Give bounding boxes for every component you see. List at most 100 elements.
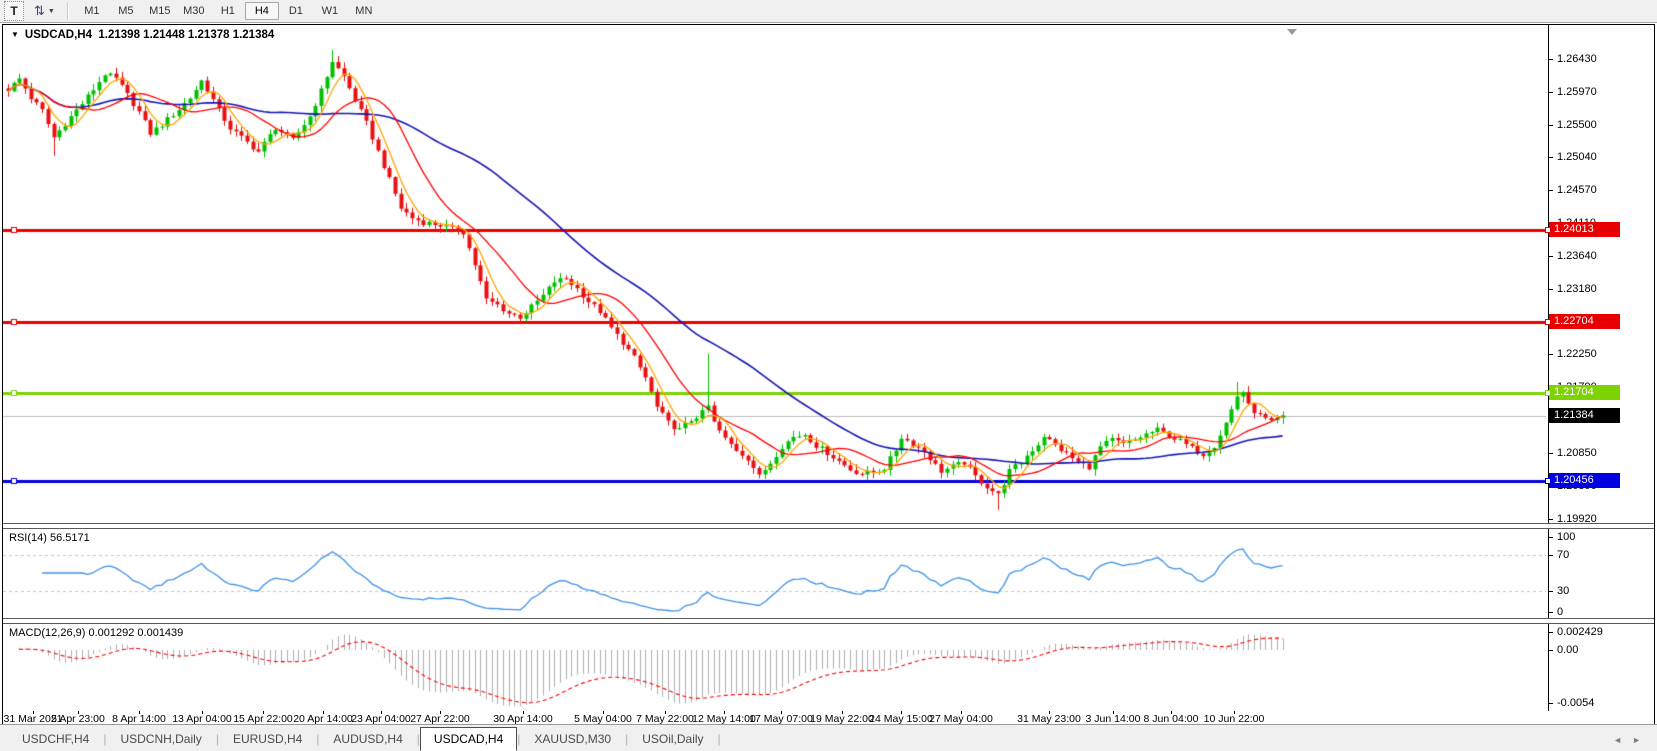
date-axis-tick [78, 711, 79, 714]
line-anchor-notch [1545, 226, 1551, 233]
date-axis-label: 27 May 04:00 [929, 713, 993, 725]
rsi-axis[interactable]: 100 70 30 0 [1548, 529, 1654, 618]
pane-divider[interactable] [3, 523, 1654, 529]
line-anchor-notch [1545, 478, 1551, 485]
chart-tab-eurusd[interactable]: EURUSD,H4 [232, 732, 303, 746]
chart-tab-usdcad[interactable]: USDCAD,H4 [419, 727, 518, 751]
price-line-tag[interactable]: 1.24013 [1545, 221, 1620, 237]
timeframe-button-h4[interactable]: H4 [244, 2, 279, 20]
date-axis-label: 7 May 22:00 [636, 713, 694, 725]
arrows-tool-button[interactable]: ⇅ ▼ [32, 2, 57, 20]
chart-tab-bar: USDCHF,H4 | USDCNH,Daily | EURUSD,H4 | AUDUSD,… [0, 724, 1657, 751]
chart-tab-usoil[interactable]: USOil,Daily [642, 732, 704, 746]
date-axis-tick [523, 711, 524, 714]
tab-separator: | [316, 732, 320, 746]
date-axis-label: 8 Apr 14:00 [112, 713, 166, 725]
date-axis-label: 31 Mar 2021 [3, 713, 63, 725]
price-pane: ▼ USDCAD,H4 1.21398 1.21448 1.21378 1.213… [3, 25, 1654, 526]
date-axis-label: 30 Apr 14:00 [493, 713, 553, 725]
date-axis[interactable]: 31 Mar 2021 5 Apr 23:00 8 Apr 14:00 13 Apr … [3, 711, 1654, 726]
pane-divider[interactable] [3, 618, 1654, 624]
date-axis-tick [665, 711, 666, 714]
rsi-pane: RSI(14) 56.5171 100 70 30 0 [3, 529, 1654, 618]
timeframe-button-group: M1 M5 M15 M30 H1 H4 D1 W1 MN [75, 0, 381, 22]
timeframe-button-m1[interactable]: M1 [84, 5, 100, 17]
date-axis-tick [1234, 711, 1235, 714]
rsi-axis-tick: 30 [1549, 584, 1569, 598]
timeframe-button-d1[interactable]: D1 [288, 5, 303, 17]
price-axis-tick: 1.25040 [1549, 150, 1597, 164]
timeframe-button-h1[interactable]: H1 [220, 5, 235, 17]
macd-axis-tick: 0.002429 [1549, 625, 1603, 639]
date-axis-label: 10 Jun 22:00 [1203, 713, 1265, 725]
macd-plot-area: MACD(12,26,9) 0.001292 0.001439 [3, 624, 1548, 711]
date-axis-label: 3 Jun 14:00 [1085, 713, 1141, 725]
chart-tab-usdcnh[interactable]: USDCNH,Daily [120, 732, 202, 746]
top-toolbar: T ⇅ ▼ M1 M5 M15 M30 H1 H4 D1 W1 MN [0, 0, 1657, 23]
price-axis-tick: 1.19920 [1549, 512, 1597, 526]
macd-chart-canvas[interactable] [3, 624, 1546, 711]
date-axis-tick [323, 711, 324, 714]
price-line-tag[interactable]: 1.20456 [1545, 473, 1620, 489]
price-axis-tick: 1.20850 [1549, 446, 1597, 460]
date-axis-label: 5 Apr 23:00 [51, 713, 105, 725]
timeframe-button-mn[interactable]: MN [355, 5, 373, 17]
toolbar-separator [66, 2, 69, 20]
chart-title: ▼ USDCAD,H4 1.21398 1.21448 1.21378 1.213… [11, 29, 274, 41]
timeframe-button-m5[interactable]: M5 [118, 5, 134, 17]
timeframe-button-m15[interactable]: M15 [149, 5, 171, 17]
price-axis-tick: 1.26430 [1549, 52, 1597, 66]
date-axis-tick [381, 711, 382, 714]
chart-tab-usdchf[interactable]: USDCHF,H4 [22, 732, 90, 746]
date-axis-tick [1049, 711, 1050, 714]
price-axis-tick: 1.24570 [1549, 183, 1597, 197]
price-line-tag[interactable]: 1.21384 [1549, 407, 1620, 423]
date-axis-tick [724, 711, 725, 714]
rsi-axis-tick: 0 [1549, 605, 1563, 619]
text-tool-button[interactable]: T [4, 1, 24, 21]
price-axis[interactable]: 1.264301.259701.255001.250401.245701.241… [1545, 25, 1654, 526]
price-line-tag[interactable]: 1.21704 [1545, 384, 1620, 400]
line-anchor-notch [1545, 389, 1551, 396]
dropdown-caret-icon: ▼ [47, 7, 55, 15]
date-axis-label: 19 May 22:00 [810, 713, 874, 725]
date-axis-tick [202, 711, 203, 714]
macd-axis-tick: -0.0054 [1549, 696, 1594, 710]
tab-separator: | [103, 732, 107, 746]
macd-indicator-label: MACD(12,26,9) 0.001292 0.001439 [9, 627, 184, 639]
date-axis-tick [842, 711, 843, 714]
macd-axis[interactable]: 0.002429 0.00 -0.0054 [1548, 624, 1654, 711]
price-axis-tick: 1.25500 [1549, 118, 1597, 132]
date-axis-tick [901, 711, 902, 714]
date-axis-tick [139, 711, 140, 714]
date-axis-label: 24 May 15:00 [869, 713, 933, 725]
date-axis-tick [781, 711, 782, 714]
date-axis-label: 13 Apr 04:00 [172, 713, 232, 725]
rsi-plot-area: RSI(14) 56.5171 [3, 529, 1548, 618]
tab-scroll-arrows[interactable]: ◄► [1613, 735, 1651, 745]
price-axis-tick: 1.22250 [1549, 347, 1597, 361]
price-chart-canvas[interactable] [3, 25, 1546, 523]
chart-tab-xauusd[interactable]: XAUUSD,M30 [534, 732, 612, 746]
price-axis-tick: 1.23640 [1549, 249, 1597, 263]
timeframe-button-m30[interactable]: M30 [183, 5, 205, 17]
rsi-axis-tick: 70 [1549, 548, 1569, 562]
rsi-axis-tick: 100 [1549, 530, 1575, 544]
collapse-triangle-icon[interactable]: ▼ [11, 30, 19, 39]
date-axis-label: 17 May 07:00 [749, 713, 813, 725]
rsi-indicator-label: RSI(14) 56.5171 [9, 532, 90, 544]
rsi-chart-canvas[interactable] [3, 529, 1546, 618]
price-line-tag[interactable]: 1.22704 [1545, 314, 1620, 330]
tab-separator: | [717, 732, 721, 746]
chart-tab-audusd[interactable]: AUDUSD,H4 [333, 732, 403, 746]
line-anchor-notch [1545, 319, 1551, 326]
chart-shift-marker-icon[interactable] [1287, 29, 1297, 35]
arrows-icon: ⇅ [34, 3, 45, 18]
date-axis-label: 27 Apr 22:00 [410, 713, 470, 725]
date-axis-tick [961, 711, 962, 714]
tab-separator: | [517, 732, 521, 746]
timeframe-button-w1[interactable]: W1 [321, 5, 339, 17]
date-axis-tick [33, 711, 34, 714]
macd-pane: MACD(12,26,9) 0.001292 0.001439 0.002429… [3, 624, 1654, 711]
date-axis-label: 20 Apr 14:00 [293, 713, 353, 725]
